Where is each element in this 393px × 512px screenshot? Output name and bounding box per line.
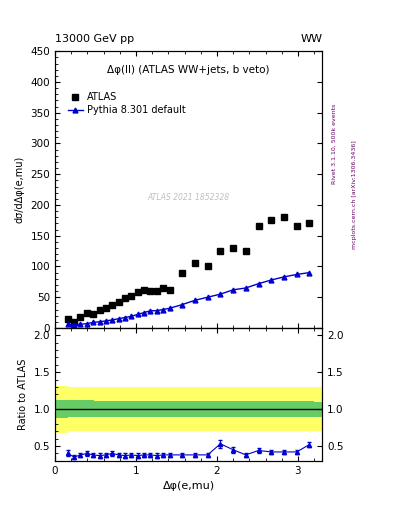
Pythia 8.301 default [243, 285, 248, 291]
Pythia 8.301 default [180, 302, 185, 308]
Pythia 8.301 default [72, 322, 77, 328]
ATLAS [161, 285, 165, 291]
Pythia 8.301 default [84, 321, 89, 327]
Pythia 8.301 default [141, 310, 146, 316]
Text: ATLAS 2021 1852328: ATLAS 2021 1852328 [148, 194, 230, 202]
ATLAS [135, 289, 140, 295]
Pythia 8.301 default [256, 281, 261, 287]
ATLAS [84, 310, 89, 316]
Text: WW: WW [300, 33, 322, 44]
Pythia 8.301 default [135, 311, 140, 317]
ATLAS [141, 287, 146, 293]
Y-axis label: dσ/dΔφ(e,mu): dσ/dΔφ(e,mu) [15, 156, 25, 223]
ATLAS [154, 288, 159, 294]
ATLAS [294, 223, 299, 229]
ATLAS [231, 245, 235, 251]
ATLAS [65, 316, 70, 322]
Pythia 8.301 default [161, 307, 165, 313]
Text: 13000 GeV pp: 13000 GeV pp [55, 33, 134, 44]
Line: ATLAS: ATLAS [64, 214, 312, 325]
Y-axis label: Ratio to ATLAS: Ratio to ATLAS [18, 359, 28, 430]
Pythia 8.301 default [307, 269, 312, 275]
ATLAS [269, 217, 274, 223]
ATLAS [282, 214, 286, 220]
Pythia 8.301 default [231, 287, 235, 293]
ATLAS [193, 260, 197, 266]
X-axis label: Δφ(e,mu): Δφ(e,mu) [163, 481, 215, 491]
ATLAS [180, 269, 185, 275]
Pythia 8.301 default [218, 291, 223, 297]
Pythia 8.301 default [97, 319, 102, 325]
Pythia 8.301 default [154, 308, 159, 314]
ATLAS [167, 287, 172, 293]
ATLAS [123, 295, 127, 302]
Pythia 8.301 default [193, 297, 197, 303]
ATLAS [78, 314, 83, 320]
Pythia 8.301 default [116, 316, 121, 322]
Legend: ATLAS, Pythia 8.301 default: ATLAS, Pythia 8.301 default [64, 88, 189, 119]
Pythia 8.301 default [167, 305, 172, 311]
ATLAS [307, 220, 312, 226]
Text: Δφ(ll) (ATLAS WW+jets, b veto): Δφ(ll) (ATLAS WW+jets, b veto) [107, 65, 270, 75]
ATLAS [103, 305, 108, 311]
ATLAS [72, 319, 77, 325]
ATLAS [218, 248, 223, 254]
ATLAS [243, 248, 248, 254]
ATLAS [256, 223, 261, 229]
Pythia 8.301 default [91, 319, 95, 326]
Pythia 8.301 default [269, 277, 274, 283]
Pythia 8.301 default [148, 308, 153, 314]
Pythia 8.301 default [205, 294, 210, 300]
ATLAS [97, 307, 102, 313]
Text: Rivet 3.1.10, 500k events: Rivet 3.1.10, 500k events [332, 103, 337, 183]
Pythia 8.301 default [103, 318, 108, 324]
Pythia 8.301 default [294, 271, 299, 278]
Text: mcplots.cern.ch [arXiv:1306.3436]: mcplots.cern.ch [arXiv:1306.3436] [352, 140, 357, 249]
ATLAS [110, 302, 115, 308]
Pythia 8.301 default [129, 313, 134, 319]
ATLAS [116, 299, 121, 305]
ATLAS [129, 293, 134, 299]
Pythia 8.301 default [110, 317, 115, 323]
Line: Pythia 8.301 default: Pythia 8.301 default [65, 270, 312, 327]
ATLAS [91, 311, 95, 317]
Pythia 8.301 default [282, 274, 286, 280]
ATLAS [148, 288, 153, 294]
Pythia 8.301 default [123, 314, 127, 321]
Pythia 8.301 default [78, 321, 83, 327]
ATLAS [205, 263, 210, 269]
Pythia 8.301 default [65, 321, 70, 327]
